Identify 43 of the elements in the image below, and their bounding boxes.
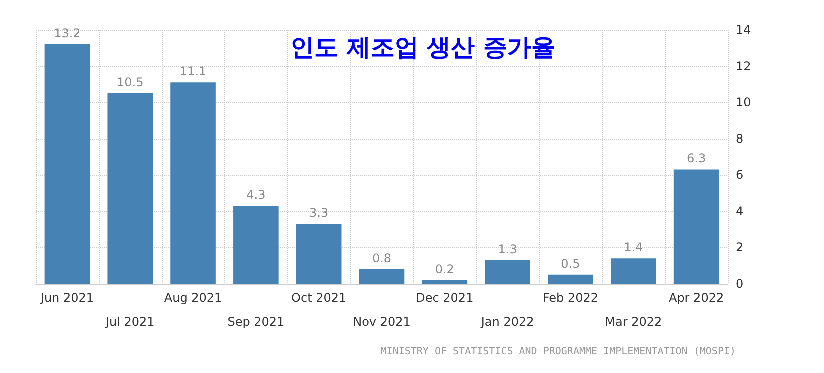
bar [485, 260, 530, 284]
y-tick-label: 14 [736, 23, 752, 37]
data-label: 6.3 [687, 152, 706, 166]
bar [44, 44, 90, 284]
data-label: 11.1 [180, 64, 207, 79]
x-tick-label: Mar 2022 [605, 315, 662, 329]
data-label: 1.3 [498, 242, 518, 256]
x-tick-label: Apr 2022 [668, 291, 724, 305]
data-label: 1.4 [624, 240, 644, 255]
x-tick-label: Dec 2021 [416, 291, 474, 305]
x-tick-label: Sep 2021 [228, 315, 285, 329]
data-label: 0.2 [435, 262, 454, 276]
y-tick-label: 4 [736, 204, 744, 218]
x-tick-label: Jul 2021 [104, 315, 155, 329]
y-tick-label: 12 [736, 59, 752, 74]
data-label: 0.5 [561, 256, 580, 271]
bar [296, 224, 342, 284]
bar [359, 269, 405, 284]
y-tick-label: 8 [736, 132, 744, 146]
y-tick-label: 10 [736, 96, 752, 110]
text: MINISTRY OF STATISTICS AND PROGRAMME IMPLEMENTATION (MOSPI) [380, 346, 736, 358]
bar [170, 82, 216, 284]
y-tick-label: 6 [736, 168, 744, 182]
x-tick-label: Aug 2021 [164, 291, 222, 305]
x-tick-label: Jun 2021 [40, 291, 94, 305]
y-tick-label: 2 [736, 240, 744, 255]
bar [610, 258, 656, 284]
bar [422, 280, 468, 284]
data-label: 10.5 [117, 76, 144, 90]
data-label: 4.3 [246, 188, 266, 202]
y-tick-label: 0 [736, 277, 744, 291]
bar [674, 170, 720, 284]
bar [234, 206, 279, 284]
chart-title: 인도 제조업 생산 증가율 [290, 32, 556, 62]
data-label: 0.8 [372, 251, 392, 266]
bar [548, 274, 594, 284]
x-tick-label: Oct 2021 [292, 291, 347, 305]
data-label: 3.3 [310, 206, 329, 220]
x-tick-label: Nov 2021 [353, 315, 411, 329]
bar [108, 94, 154, 284]
x-tick-label: Jan 2022 [480, 315, 534, 329]
data-label: 13.2 [54, 26, 81, 41]
x-tick-label: Feb 2022 [542, 291, 599, 305]
